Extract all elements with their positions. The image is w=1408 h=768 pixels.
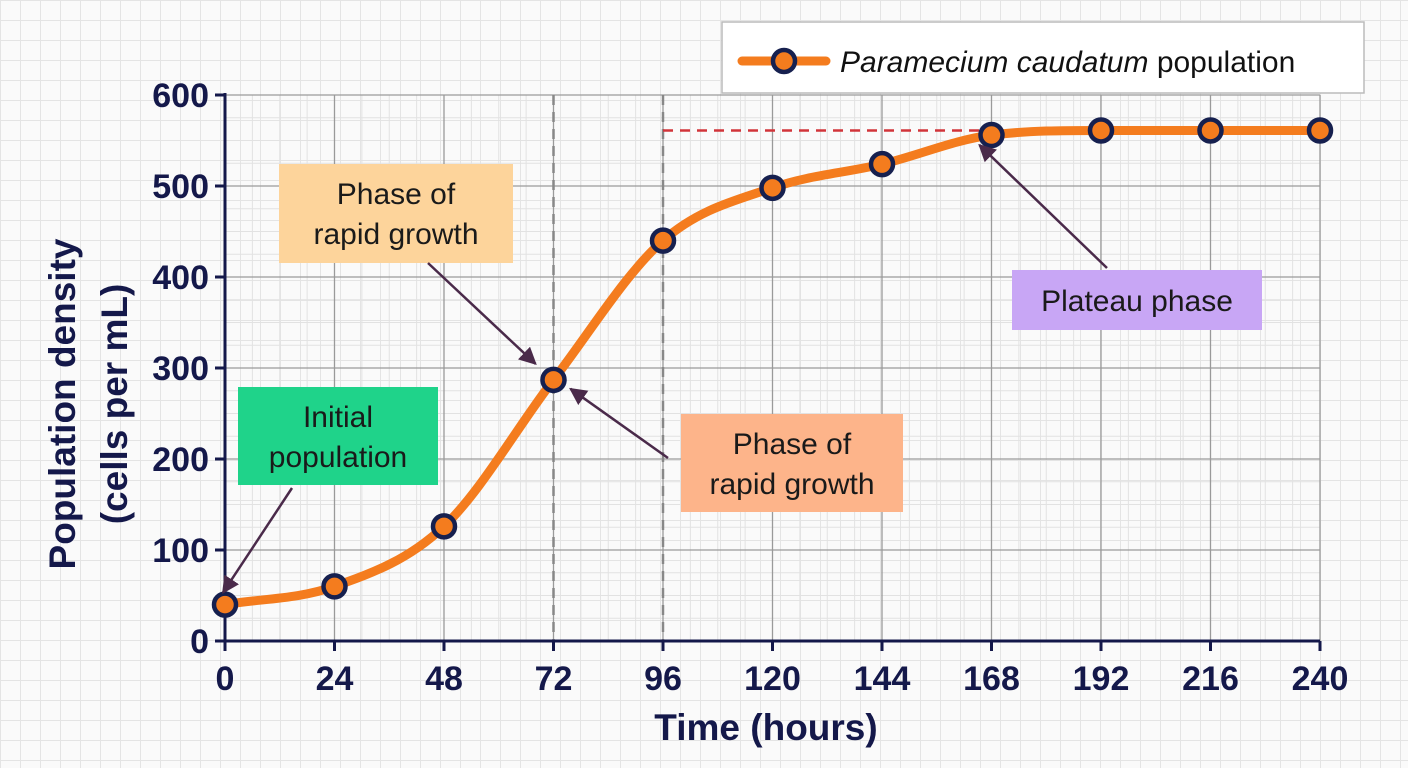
legend-label: Paramecium caudatum population — [840, 46, 1295, 79]
axes — [215, 93, 1322, 651]
annotation-callout: Initial population — [221, 387, 438, 595]
annotation-callout: Phase of rapid growth — [279, 164, 537, 366]
annotation-label: Initial — [303, 401, 373, 434]
annotation-label: rapid growth — [313, 218, 478, 251]
data-point — [430, 513, 458, 540]
annotation-box — [1012, 270, 1262, 330]
annotation-callout: Plateau phase — [978, 143, 1262, 330]
annotation-box — [279, 164, 513, 263]
data-point — [321, 573, 348, 600]
annotation-callout: Phase of rapid growth — [569, 387, 903, 512]
legend-species-name: Paramecium caudatum — [840, 46, 1148, 79]
data-point — [540, 366, 567, 394]
legend-marker — [770, 47, 798, 75]
x-tick-label: 216 — [1182, 660, 1239, 698]
annotation-arrow — [569, 387, 669, 460]
data-point — [1306, 117, 1334, 144]
legend-box — [721, 21, 1365, 94]
data-point — [1087, 117, 1115, 144]
legend-suffix: population — [1157, 46, 1295, 79]
annotation-arrow — [427, 262, 537, 366]
x-tick-labels: 0 24 48 72 96 120 144 168 192 216 240 — [216, 660, 1349, 698]
legend: Paramecium caudatum population — [721, 21, 1365, 94]
y-axis-title-line-2: (cells per mL) — [94, 284, 135, 525]
annotation-label: rapid growth — [709, 468, 874, 501]
data-point — [1197, 117, 1224, 144]
annotation-box — [681, 414, 903, 512]
x-tick-label: 0 — [216, 660, 235, 698]
y-tick-label: 600 — [152, 77, 209, 115]
annotation-arrow — [221, 487, 294, 595]
x-tick-label: 240 — [1292, 660, 1349, 698]
annotation-label: population — [269, 441, 407, 474]
data-point — [759, 174, 786, 202]
y-axis-title: Population density (cells per mL) — [42, 238, 135, 569]
x-tick-label: 48 — [425, 660, 463, 698]
annotation-label: Plateau phase — [1041, 285, 1233, 318]
data-point — [211, 591, 239, 618]
x-tick-label: 120 — [744, 660, 801, 698]
data-point — [978, 121, 1005, 149]
data-points — [211, 117, 1334, 618]
y-tick-label: 300 — [152, 350, 209, 388]
y-axis-title-line-1: Population density — [42, 238, 83, 569]
x-tick-label: 72 — [535, 660, 573, 698]
annotation-label: Phase of — [337, 178, 456, 211]
x-tick-label: 144 — [854, 660, 911, 698]
x-tick-label: 24 — [316, 660, 354, 698]
y-tick-labels: 0 100 200 300 400 500 600 — [152, 77, 209, 661]
series-line — [220, 125, 1325, 610]
annotation-arrow — [978, 143, 1108, 269]
data-point — [868, 150, 896, 178]
y-tick-label: 500 — [152, 168, 209, 206]
data-point — [649, 227, 677, 254]
annotation-box — [238, 387, 438, 485]
x-axis-title: Time (hours) — [654, 707, 877, 748]
x-tick-label: 96 — [644, 660, 682, 698]
y-tick-label: 200 — [152, 441, 209, 479]
x-tick-label: 168 — [963, 660, 1020, 698]
y-tick-label: 400 — [152, 259, 209, 297]
y-tick-label: 0 — [190, 623, 209, 661]
x-tick-label: 192 — [1073, 660, 1130, 698]
y-tick-label: 100 — [152, 532, 209, 570]
annotation-label: Phase of — [733, 428, 852, 461]
